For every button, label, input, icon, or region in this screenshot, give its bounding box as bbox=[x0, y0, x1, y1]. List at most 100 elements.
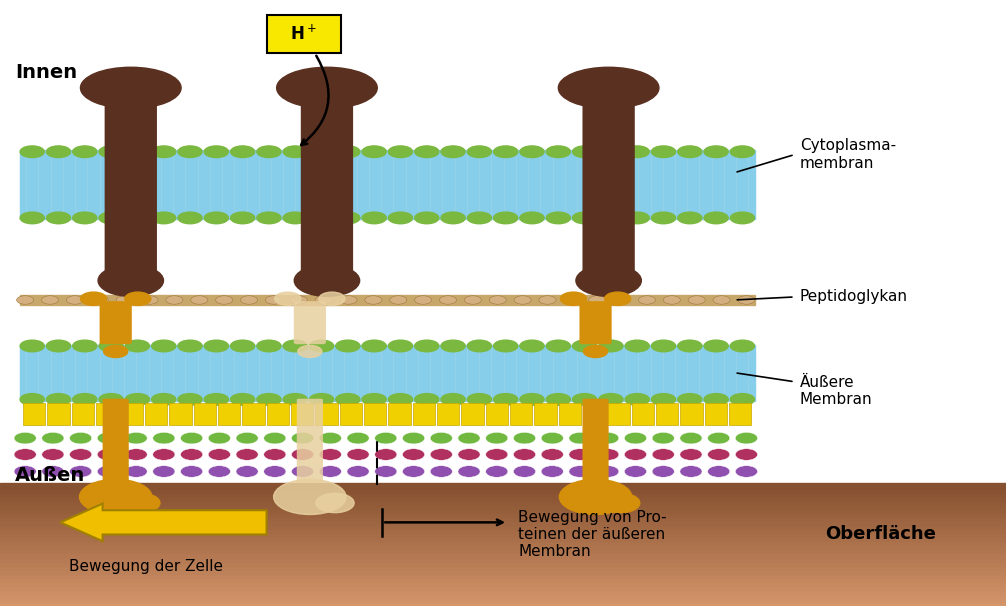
Ellipse shape bbox=[441, 212, 465, 224]
Ellipse shape bbox=[264, 465, 286, 478]
Ellipse shape bbox=[465, 296, 482, 304]
Ellipse shape bbox=[374, 465, 396, 478]
Ellipse shape bbox=[69, 465, 92, 478]
Ellipse shape bbox=[678, 340, 702, 351]
Ellipse shape bbox=[319, 292, 345, 305]
Bar bbox=[0, 483, 1006, 489]
Bar bbox=[23, 403, 45, 425]
Ellipse shape bbox=[513, 465, 535, 478]
FancyArrow shape bbox=[60, 504, 267, 541]
Text: Äußere
Membran: Äußere Membran bbox=[800, 375, 872, 407]
Ellipse shape bbox=[204, 394, 228, 405]
Ellipse shape bbox=[99, 265, 163, 296]
Ellipse shape bbox=[468, 146, 492, 158]
Ellipse shape bbox=[125, 433, 147, 444]
Ellipse shape bbox=[178, 146, 202, 158]
Ellipse shape bbox=[402, 448, 425, 461]
Ellipse shape bbox=[126, 212, 150, 224]
Ellipse shape bbox=[652, 433, 674, 444]
Ellipse shape bbox=[546, 146, 570, 158]
Bar bbox=[0, 592, 1006, 598]
Ellipse shape bbox=[489, 296, 506, 304]
FancyBboxPatch shape bbox=[582, 92, 635, 278]
Ellipse shape bbox=[236, 465, 259, 478]
Ellipse shape bbox=[546, 340, 570, 351]
Ellipse shape bbox=[310, 340, 334, 351]
Ellipse shape bbox=[152, 146, 176, 158]
Bar bbox=[486, 403, 508, 425]
Ellipse shape bbox=[347, 433, 369, 444]
Ellipse shape bbox=[704, 394, 728, 405]
Ellipse shape bbox=[14, 465, 36, 478]
Ellipse shape bbox=[275, 292, 301, 305]
Ellipse shape bbox=[680, 465, 702, 478]
Ellipse shape bbox=[204, 340, 228, 351]
Ellipse shape bbox=[125, 465, 147, 478]
Ellipse shape bbox=[735, 433, 758, 444]
Bar bbox=[0, 596, 1006, 602]
Ellipse shape bbox=[80, 292, 107, 305]
Ellipse shape bbox=[541, 465, 563, 478]
Ellipse shape bbox=[42, 448, 64, 461]
Ellipse shape bbox=[310, 394, 334, 405]
Ellipse shape bbox=[402, 433, 425, 444]
Ellipse shape bbox=[122, 493, 160, 513]
Ellipse shape bbox=[41, 296, 58, 304]
Ellipse shape bbox=[125, 448, 147, 461]
Bar bbox=[0, 524, 1006, 529]
Bar bbox=[729, 403, 751, 425]
Bar bbox=[0, 511, 1006, 517]
Ellipse shape bbox=[707, 448, 729, 461]
Ellipse shape bbox=[116, 296, 133, 304]
Ellipse shape bbox=[264, 448, 286, 461]
Ellipse shape bbox=[20, 394, 44, 405]
Ellipse shape bbox=[72, 146, 97, 158]
Ellipse shape bbox=[17, 296, 34, 304]
Ellipse shape bbox=[704, 340, 728, 351]
Ellipse shape bbox=[494, 340, 518, 351]
Ellipse shape bbox=[42, 465, 64, 478]
Ellipse shape bbox=[639, 296, 656, 304]
Bar bbox=[0, 491, 1006, 497]
Bar bbox=[71, 403, 95, 425]
Bar bbox=[0, 507, 1006, 513]
Ellipse shape bbox=[298, 345, 322, 358]
Ellipse shape bbox=[362, 212, 386, 224]
Ellipse shape bbox=[688, 296, 705, 304]
Text: Innen: Innen bbox=[15, 63, 77, 82]
Bar bbox=[47, 403, 69, 425]
Ellipse shape bbox=[266, 296, 283, 304]
Bar bbox=[0, 531, 1006, 538]
Ellipse shape bbox=[431, 448, 453, 461]
Bar bbox=[267, 403, 289, 425]
Ellipse shape bbox=[541, 448, 563, 461]
Ellipse shape bbox=[597, 465, 619, 478]
Ellipse shape bbox=[336, 212, 360, 224]
Ellipse shape bbox=[99, 340, 123, 351]
Ellipse shape bbox=[362, 394, 386, 405]
Text: H$^+$: H$^+$ bbox=[291, 24, 317, 44]
Ellipse shape bbox=[713, 296, 730, 304]
Ellipse shape bbox=[20, 340, 44, 351]
FancyBboxPatch shape bbox=[301, 92, 353, 278]
Bar bbox=[0, 568, 1006, 574]
FancyBboxPatch shape bbox=[100, 301, 132, 344]
Ellipse shape bbox=[230, 212, 255, 224]
Ellipse shape bbox=[678, 394, 702, 405]
Ellipse shape bbox=[215, 296, 232, 304]
Bar bbox=[632, 403, 654, 425]
Ellipse shape bbox=[707, 465, 729, 478]
Bar bbox=[0, 556, 1006, 562]
Ellipse shape bbox=[283, 146, 307, 158]
Ellipse shape bbox=[141, 296, 158, 304]
Ellipse shape bbox=[546, 212, 570, 224]
Ellipse shape bbox=[599, 340, 623, 351]
FancyBboxPatch shape bbox=[579, 301, 612, 344]
Ellipse shape bbox=[257, 212, 281, 224]
Ellipse shape bbox=[602, 493, 640, 513]
Bar bbox=[0, 519, 1006, 525]
Ellipse shape bbox=[319, 433, 341, 444]
Ellipse shape bbox=[388, 394, 412, 405]
Ellipse shape bbox=[257, 340, 281, 351]
Ellipse shape bbox=[46, 340, 70, 351]
